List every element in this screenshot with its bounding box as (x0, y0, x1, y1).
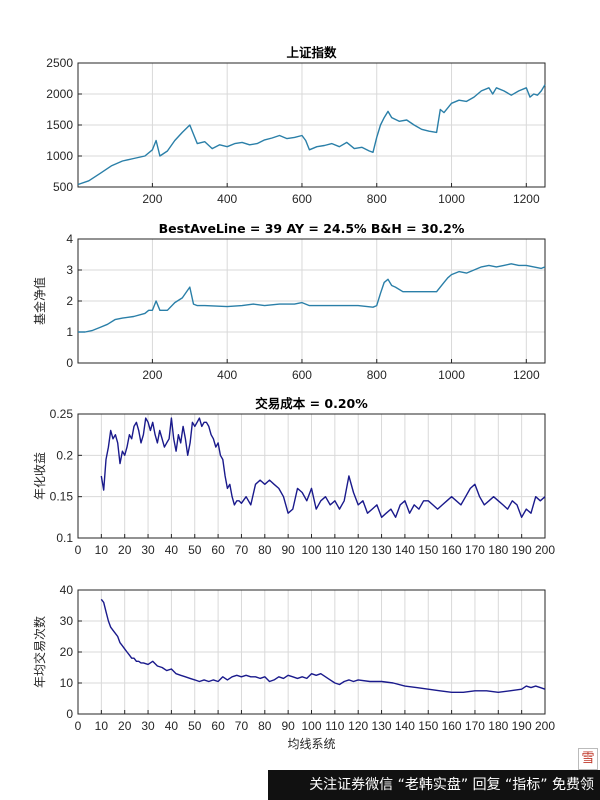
x-tick-label: 600 (292, 192, 312, 206)
y-tick-label: 0 (66, 356, 73, 370)
series-line (100, 598, 546, 693)
chart-panel-1: 200 400 600 800 1000 1200 500 1000 1500 2000 2500 上… (46, 45, 546, 206)
x-tick-label: 40 (165, 543, 179, 557)
x-axis-label: 均线系统 (287, 737, 335, 751)
y-tick-label: 0.25 (50, 407, 74, 421)
y-tick-label: 1000 (46, 149, 73, 163)
y-tick-label: 0.15 (50, 490, 74, 504)
y-axis-label: 基金净值 (32, 277, 47, 325)
x-tick-label: 1000 (438, 368, 465, 382)
y-tick-label: 10 (60, 676, 74, 690)
x-tick-label: 60 (211, 719, 225, 733)
x-tick-label: 130 (372, 719, 392, 733)
y-tick-label: 0.2 (56, 448, 73, 462)
chart-panel-3: 0 10 20 30 40 50 60 70 80 90 100 110 120 130 140 150 160… (33, 396, 555, 557)
x-tick-label: 90 (281, 719, 295, 733)
x-tick-label: 30 (141, 719, 155, 733)
chart-title: BestAveLine = 39 AY = 24.5% B&H = 30.2% (159, 221, 465, 236)
x-tick-label: 800 (367, 192, 387, 206)
x-tick-label: 50 (188, 543, 202, 557)
y-tick-label: 0.1 (56, 531, 73, 545)
logo-icon: 雪 (578, 748, 598, 770)
x-tick-label: 400 (217, 192, 237, 206)
x-tick-label: 10 (95, 719, 109, 733)
x-tick-label: 180 (488, 543, 508, 557)
x-tick-label: 20 (118, 543, 132, 557)
x-tick-label: 160 (442, 543, 462, 557)
series-line (77, 84, 546, 186)
x-tick-label: 400 (217, 368, 237, 382)
y-tick-label: 20 (60, 645, 74, 659)
x-tick-label: 100 (301, 719, 321, 733)
x-tick-label: 140 (395, 543, 415, 557)
x-tick-label: 140 (395, 719, 415, 733)
x-tick-label: 40 (165, 719, 179, 733)
x-tick-label: 130 (372, 543, 392, 557)
series-line (100, 417, 546, 518)
x-tick-label: 70 (235, 543, 249, 557)
x-tick-label: 20 (118, 719, 132, 733)
y-tick-label: 40 (60, 583, 74, 597)
x-tick-label: 0 (75, 719, 82, 733)
y-tick-label: 30 (60, 614, 74, 628)
x-tick-label: 1000 (438, 192, 465, 206)
x-tick-label: 200 (535, 719, 555, 733)
series-line (78, 263, 546, 333)
y-tick-label: 3 (66, 263, 73, 277)
y-tick-label: 1 (66, 325, 73, 339)
x-tick-label: 200 (142, 368, 162, 382)
x-tick-label: 170 (465, 719, 485, 733)
chart-panel-2: 200 400 600 800 1000 1200 0 1 2 3 4 BestAveLine = 3… (32, 221, 546, 382)
plot-border (77, 589, 546, 715)
y-tick-label: 1500 (46, 118, 73, 132)
x-tick-label: 110 (325, 719, 344, 733)
x-tick-label: 170 (465, 543, 485, 557)
x-tick-label: 80 (258, 719, 272, 733)
y-tick-label: 2000 (46, 87, 73, 101)
y-axis-label: 年均交易次数 (32, 616, 47, 688)
x-tick-label: 100 (301, 543, 321, 557)
y-tick-label: 4 (66, 232, 73, 246)
x-tick-label: 600 (292, 368, 312, 382)
plot-border (77, 238, 546, 364)
chart-panel-4: 0 10 20 30 40 50 60 70 80 90 100 110 120 130 140 150 160… (32, 583, 555, 751)
x-tick-label: 10 (95, 543, 109, 557)
y-tick-label: 2 (66, 294, 73, 308)
watermark-banner: 关注证券微信 “老韩实盘” 回复 “指标” 免费领 (268, 770, 600, 800)
x-tick-label: 30 (141, 543, 155, 557)
x-tick-label: 0 (75, 543, 82, 557)
x-tick-label: 150 (418, 719, 438, 733)
x-tick-label: 800 (367, 368, 387, 382)
x-tick-label: 110 (325, 543, 344, 557)
y-axis-label: 年化收益 (33, 452, 47, 500)
x-tick-label: 160 (442, 719, 462, 733)
x-tick-label: 190 (512, 543, 532, 557)
chart-title: 交易成本 = 0.20% (255, 396, 368, 411)
y-tick-label: 0 (66, 707, 73, 721)
x-tick-label: 190 (512, 719, 532, 733)
x-tick-label: 1200 (513, 368, 540, 382)
x-tick-label: 90 (281, 543, 295, 557)
x-tick-label: 150 (418, 543, 438, 557)
y-tick-label: 500 (53, 180, 73, 194)
x-tick-label: 120 (348, 543, 368, 557)
plot-border (77, 413, 546, 539)
y-tick-label: 2500 (46, 56, 73, 70)
x-tick-label: 50 (188, 719, 202, 733)
plot-border (77, 62, 546, 188)
chart-title: 上证指数 (286, 45, 337, 60)
x-tick-label: 70 (235, 719, 249, 733)
x-tick-label: 180 (488, 719, 508, 733)
x-tick-label: 120 (348, 719, 368, 733)
x-tick-label: 80 (258, 543, 272, 557)
x-tick-label: 60 (211, 543, 225, 557)
x-tick-label: 200 (142, 192, 162, 206)
x-tick-label: 1200 (513, 192, 540, 206)
x-tick-label: 200 (535, 543, 555, 557)
